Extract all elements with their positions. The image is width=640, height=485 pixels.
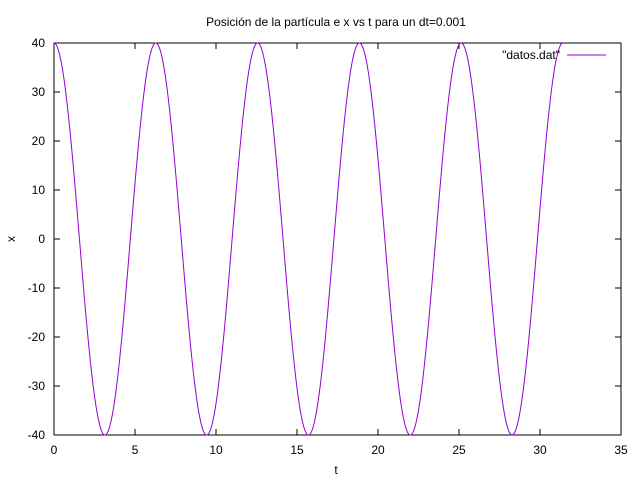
y-tick-label: -40: [28, 428, 46, 442]
legend: "datos.dat": [502, 48, 606, 62]
y-axis-label: x: [4, 236, 18, 242]
x-tick-label: 35: [614, 443, 628, 457]
y-tick-label: 30: [32, 85, 46, 99]
series-line-datos: [53, 42, 563, 436]
x-tick-label: 30: [533, 443, 547, 457]
y-tick-label: -20: [28, 330, 46, 344]
chart-title: Posición de la partícula e x vs t para u…: [206, 15, 466, 29]
axis-ticks: 0 5 10 15 20 25 30 35 -40 -30 -20 -10 0 10 20 30 40: [28, 36, 628, 457]
y-tick-label: 20: [32, 134, 46, 148]
x-tick-label: 5: [132, 443, 139, 457]
x-axis-label: t: [334, 463, 338, 477]
legend-label: "datos.dat": [502, 48, 560, 62]
x-tick-label: 10: [209, 443, 223, 457]
x-tick-label: 15: [290, 443, 304, 457]
y-tick-label: 40: [32, 36, 46, 50]
y-tick-label: -10: [28, 281, 46, 295]
x-tick-label: 20: [371, 443, 385, 457]
x-tick-label: 25: [452, 443, 466, 457]
series-layer: [53, 42, 563, 436]
plot-frame: [53, 42, 622, 436]
x-tick-label: 0: [51, 443, 58, 457]
y-tick-label: -30: [28, 379, 46, 393]
y-tick-label: 10: [32, 183, 46, 197]
y-tick-label: 0: [38, 232, 45, 246]
